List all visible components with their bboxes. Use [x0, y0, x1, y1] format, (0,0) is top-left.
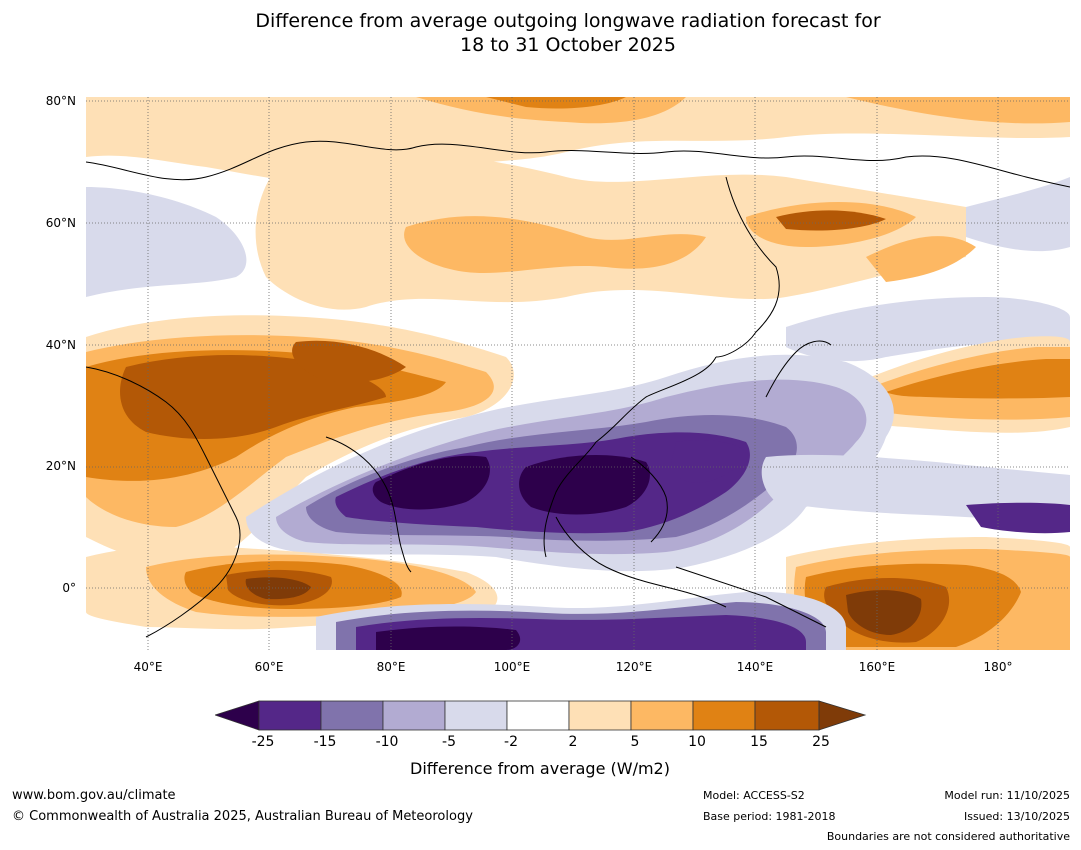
- lon-label-60e: 60°E: [254, 660, 284, 674]
- model-run-date: Model run: 11/10/2025: [944, 789, 1070, 802]
- colorbar-segment-3: [382, 700, 446, 731]
- southern-negative-anomaly: [316, 591, 846, 650]
- lat-label-60n: 60°N: [45, 216, 76, 230]
- model-name: Model: ACCESS-S2: [703, 789, 805, 802]
- colorbar-segment-7: [630, 700, 694, 731]
- colorbar-tick: -5: [442, 734, 456, 750]
- colorbar-segment-5: [506, 700, 570, 731]
- colorbar-segment-4: [444, 700, 508, 731]
- colorbar-tick: 25: [812, 734, 830, 750]
- colorbar-segment-2: [320, 700, 384, 731]
- graticule: [86, 97, 1070, 650]
- lat-label-40n: 40°N: [45, 338, 76, 352]
- lon-label-180: 180°: [983, 660, 1013, 674]
- coastlines: [86, 140, 1070, 638]
- lon-label-80e: 80°E: [376, 660, 406, 674]
- lon-label-140e: 140°E: [736, 660, 774, 674]
- mideast-positive-anomaly: [86, 315, 514, 567]
- colorbar-tick: 5: [630, 734, 640, 750]
- lon-label-120e: 120°E: [615, 660, 653, 674]
- map-title: Difference from average outgoing longwav…: [0, 9, 1081, 57]
- colorbar-tick: 15: [750, 734, 768, 750]
- colorbar-tick: -15: [313, 734, 337, 750]
- tropical-negative-anomaly: [246, 354, 1070, 572]
- title-line-2: 18 to 31 October 2025: [460, 34, 676, 56]
- title-line-1: Difference from average outgoing longwav…: [255, 10, 881, 32]
- lat-label-20n: 20°N: [45, 459, 76, 473]
- colorbar-segment-1: [258, 700, 322, 731]
- colorbar-arrow-high: [818, 700, 867, 731]
- colorbar-segment-8: [692, 700, 756, 731]
- colorbar-segment-9: [754, 700, 820, 731]
- colorbar-tick: 2: [568, 734, 578, 750]
- colorbar-segment-6: [568, 700, 632, 731]
- website-link[interactable]: www.bom.gov.au/climate: [12, 788, 176, 803]
- boundary-disclaimer: Boundaries are not considered authoritat…: [826, 830, 1070, 843]
- colorbar-tick: 10: [688, 734, 706, 750]
- issued-date: Issued: 13/10/2025: [963, 810, 1070, 823]
- colorbar-label: Difference from average (W/m2): [410, 759, 670, 778]
- colorbar: [215, 700, 867, 731]
- colorbar-tick: -2: [504, 734, 518, 750]
- arctic-positive-anomaly: [86, 97, 1070, 310]
- colorbar-tick: -25: [251, 734, 275, 750]
- lon-label-40e: 40°E: [133, 660, 163, 674]
- base-period: Base period: 1981-2018: [703, 810, 836, 823]
- lat-label-80n: 80°N: [45, 94, 76, 108]
- copyright-text: © Commonwealth of Australia 2025, Austra…: [12, 809, 473, 824]
- colorbar-arrow-low: [215, 700, 260, 731]
- equatorial-positive-anomaly: [86, 537, 1070, 650]
- lat-label-0: 0°: [62, 581, 76, 595]
- olr-anomaly-map: [86, 97, 1070, 650]
- lon-label-160e: 160°E: [858, 660, 896, 674]
- map-canvas: [86, 97, 1070, 650]
- lon-label-100e: 100°E: [493, 660, 531, 674]
- colorbar-tick: -10: [375, 734, 399, 750]
